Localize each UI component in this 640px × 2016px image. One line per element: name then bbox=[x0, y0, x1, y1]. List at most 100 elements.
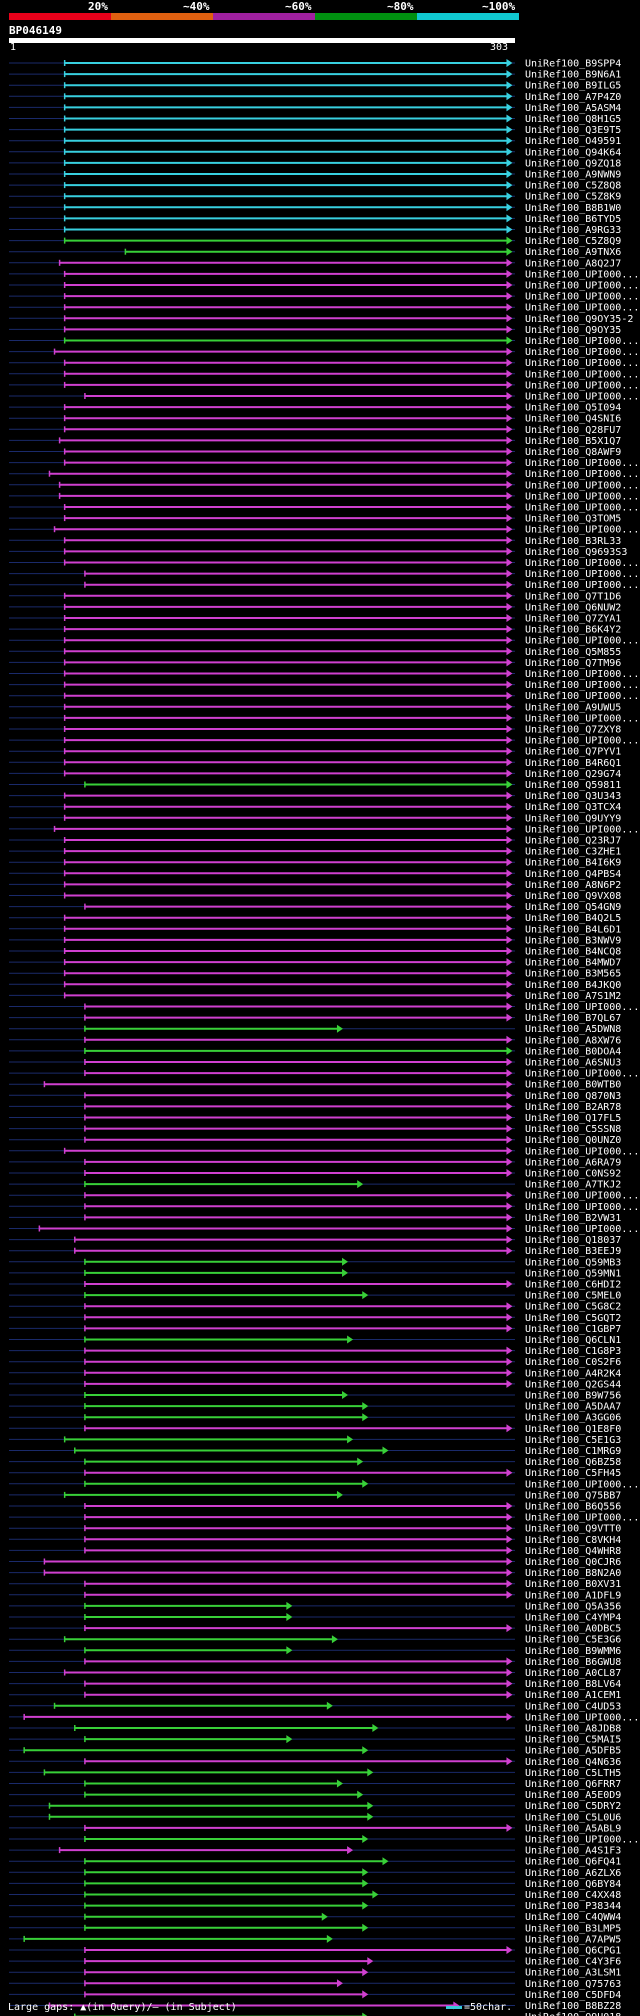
hit-row[interactable]: UniRef100_UPI000... bbox=[9, 491, 639, 502]
hit-row[interactable]: UniRef100_UPI000... bbox=[9, 525, 639, 536]
hit-row[interactable]: UniRef100_Q6FQ41 bbox=[9, 1857, 621, 1868]
hit-row[interactable]: UniRef100_Q3E9T5 bbox=[9, 125, 621, 136]
hit-row[interactable]: UniRef100_A0CL87 bbox=[9, 1668, 621, 1679]
hit-row[interactable]: UniRef100_UPI000... bbox=[9, 458, 639, 469]
hit-row[interactable]: UniRef100_Q9U018 bbox=[9, 2012, 621, 2016]
hit-row[interactable]: UniRef100_C3ZHE1 bbox=[9, 847, 621, 858]
hit-row[interactable]: UniRef100_B4MWD7 bbox=[9, 958, 621, 969]
hit-row[interactable]: UniRef100_Q6BY84 bbox=[9, 1879, 621, 1890]
hit-row[interactable]: UniRef100_UPI000... bbox=[9, 713, 639, 724]
hit-row[interactable]: UniRef100_UPI000... bbox=[9, 1835, 639, 1846]
hit-row[interactable]: UniRef100_Q17FL5 bbox=[9, 1113, 621, 1124]
hit-row[interactable]: UniRef100_Q8H1G5 bbox=[9, 114, 621, 125]
hit-row[interactable]: UniRef100_Q9OY35 bbox=[9, 325, 621, 336]
hit-row[interactable]: UniRef100_C5SSN8 bbox=[9, 1124, 621, 1135]
hit-row[interactable]: UniRef100_Q23RJ7 bbox=[9, 836, 621, 847]
hit-row[interactable]: UniRef100_A5DWN8 bbox=[9, 1024, 621, 1035]
hit-row[interactable]: UniRef100_B2AR78 bbox=[9, 1102, 621, 1113]
hit-row[interactable]: UniRef100_B8B1W0 bbox=[9, 203, 621, 214]
hit-row[interactable]: UniRef100_C5MAI5 bbox=[9, 1735, 621, 1746]
hit-row[interactable]: UniRef100_UPI000... bbox=[9, 480, 639, 491]
hit-row[interactable]: UniRef100_C5DRY2 bbox=[9, 1801, 621, 1812]
hit-row[interactable]: UniRef100_UPI000... bbox=[9, 336, 639, 347]
hit-row[interactable]: UniRef100_UPI000... bbox=[9, 1002, 639, 1013]
hit-row[interactable]: UniRef100_A8N6P2 bbox=[9, 880, 621, 891]
hit-row[interactable]: UniRef100_A7APW5 bbox=[9, 1934, 621, 1945]
hit-row[interactable]: UniRef100_Q6NUW2 bbox=[9, 602, 621, 613]
hit-row[interactable]: UniRef100_B6TYD5 bbox=[9, 214, 621, 225]
hit-row[interactable]: UniRef100_UPI000... bbox=[9, 680, 639, 691]
hit-row[interactable]: UniRef100_Q6CLN1 bbox=[9, 1335, 621, 1346]
hit-row[interactable]: UniRef100_UPI000... bbox=[9, 736, 639, 747]
hit-row[interactable]: UniRef100_B9WMM6 bbox=[9, 1646, 621, 1657]
hit-row[interactable]: UniRef100_Q7TM96 bbox=[9, 658, 621, 669]
hit-row[interactable]: UniRef100_B4Q2L5 bbox=[9, 913, 621, 924]
hit-row[interactable]: UniRef100_Q5I094 bbox=[9, 403, 621, 414]
hit-row[interactable]: UniRef100_A5ASM4 bbox=[9, 103, 621, 114]
hit-row[interactable]: UniRef100_Q7PYV1 bbox=[9, 747, 621, 758]
hit-row[interactable]: UniRef100_Q7ZXY8 bbox=[9, 725, 621, 736]
hit-row[interactable]: UniRef100_B4NCQ8 bbox=[9, 947, 621, 958]
hit-row[interactable]: UniRef100_Q8AWF9 bbox=[9, 447, 621, 458]
hit-row[interactable]: UniRef100_UPI000... bbox=[9, 503, 639, 514]
hit-row[interactable]: UniRef100_A3GG06 bbox=[9, 1413, 621, 1424]
hit-row[interactable]: UniRef100_B8N2A0 bbox=[9, 1568, 621, 1579]
hit-row[interactable]: UniRef100_UPI000... bbox=[9, 292, 639, 303]
hit-row[interactable]: UniRef100_UPI000... bbox=[9, 281, 639, 292]
hit-row[interactable]: UniRef100_A1CEM1 bbox=[9, 1690, 621, 1701]
hit-row[interactable]: UniRef100_C5L0U6 bbox=[9, 1812, 621, 1823]
hit-row[interactable]: UniRef100_UPI000... bbox=[9, 1479, 639, 1490]
hit-row[interactable]: UniRef100_Q9VX08 bbox=[9, 891, 621, 902]
hit-row[interactable]: UniRef100_B4JKQ0 bbox=[9, 980, 621, 991]
hit-row[interactable]: UniRef100_UPI000... bbox=[9, 392, 639, 403]
hit-row[interactable]: UniRef100_A7S1M2 bbox=[9, 991, 621, 1002]
hit-row[interactable]: UniRef100_UPI000... bbox=[9, 1712, 639, 1723]
hit-row[interactable]: UniRef100_Q6FRR7 bbox=[9, 1779, 621, 1790]
hit-row[interactable]: UniRef100_B4R6Q1 bbox=[9, 758, 621, 769]
hit-row[interactable]: UniRef100_A8JDB8 bbox=[9, 1724, 621, 1735]
hit-row[interactable]: UniRef100_UPI000... bbox=[9, 358, 639, 369]
hit-row[interactable]: UniRef100_C1MRG9 bbox=[9, 1446, 621, 1457]
hit-row[interactable]: UniRef100_A6RA79 bbox=[9, 1157, 621, 1168]
hit-row[interactable]: UniRef100_A0DBC5 bbox=[9, 1624, 621, 1635]
hit-row[interactable]: UniRef100_UPI000... bbox=[9, 1191, 639, 1202]
hit-row[interactable]: UniRef100_A7TKJ2 bbox=[9, 1180, 621, 1191]
hit-row[interactable]: UniRef100_B0XV31 bbox=[9, 1579, 621, 1590]
hit-row[interactable]: UniRef100_B3RL33 bbox=[9, 536, 621, 547]
hit-row[interactable]: UniRef100_C5DFD4 bbox=[9, 1990, 621, 2001]
hit-row[interactable]: UniRef100_UPI000... bbox=[9, 1202, 639, 1213]
hit-row[interactable]: UniRef100_C5GQT2 bbox=[9, 1313, 621, 1324]
hit-row[interactable]: UniRef100_C1G8P3 bbox=[9, 1346, 621, 1357]
hit-row[interactable]: UniRef100_B8LV64 bbox=[9, 1679, 621, 1690]
hit-row[interactable]: UniRef100_Q7ZYA1 bbox=[9, 614, 621, 625]
hit-row[interactable]: UniRef100_UPI000... bbox=[9, 1513, 639, 1524]
hit-row[interactable]: UniRef100_A9UWU5 bbox=[9, 702, 621, 713]
hit-row[interactable]: UniRef100_B3EEJ9 bbox=[9, 1246, 621, 1257]
hit-row[interactable]: UniRef100_Q4N636 bbox=[9, 1757, 621, 1768]
hit-row[interactable]: UniRef100_UPI000... bbox=[9, 469, 639, 480]
hit-row[interactable]: UniRef100_UPI000... bbox=[9, 1069, 639, 1080]
hit-row[interactable]: UniRef100_UPI000... bbox=[9, 569, 639, 580]
hit-row[interactable]: UniRef100_B9SPP4 bbox=[9, 59, 621, 70]
hit-row[interactable]: UniRef100_UPI000... bbox=[9, 824, 639, 835]
hit-row[interactable]: UniRef100_Q6CPG1 bbox=[9, 1946, 621, 1957]
hit-row[interactable]: UniRef100_A8XW76 bbox=[9, 1035, 621, 1046]
hit-row[interactable]: UniRef100_P38344 bbox=[9, 1901, 621, 1912]
hit-row[interactable]: UniRef100_Q9OY35-2 bbox=[9, 314, 633, 325]
hit-row[interactable]: UniRef100_A5DAA7 bbox=[9, 1402, 621, 1413]
hit-row[interactable]: UniRef100_Q7T1D6 bbox=[9, 591, 621, 602]
hit-row[interactable]: UniRef100_Q5A356 bbox=[9, 1601, 621, 1612]
hit-row[interactable]: UniRef100_UPI000... bbox=[9, 303, 639, 314]
hit-row[interactable]: UniRef100_C5Z8Q8 bbox=[9, 181, 621, 192]
hit-row[interactable]: UniRef100_C5E3G6 bbox=[9, 1635, 621, 1646]
hit-row[interactable]: UniRef100_A9RG33 bbox=[9, 225, 621, 236]
hit-row[interactable]: UniRef100_A6ZLX6 bbox=[9, 1868, 621, 1879]
hit-row[interactable]: UniRef100_Q59811 bbox=[9, 780, 621, 791]
hit-row[interactable]: UniRef100_A8Q2J7 bbox=[9, 258, 621, 269]
hit-row[interactable]: UniRef100_Q0CJR6 bbox=[9, 1557, 621, 1568]
hit-row[interactable]: UniRef100_A7P4Z0 bbox=[9, 92, 621, 103]
hit-row[interactable]: UniRef100_A4S1F3 bbox=[9, 1846, 621, 1857]
hit-row[interactable]: UniRef100_Q9UYY9 bbox=[9, 813, 621, 824]
hit-row[interactable]: UniRef100_C6HDI2 bbox=[9, 1280, 621, 1291]
hit-row[interactable]: UniRef100_B3NWV9 bbox=[9, 935, 621, 946]
